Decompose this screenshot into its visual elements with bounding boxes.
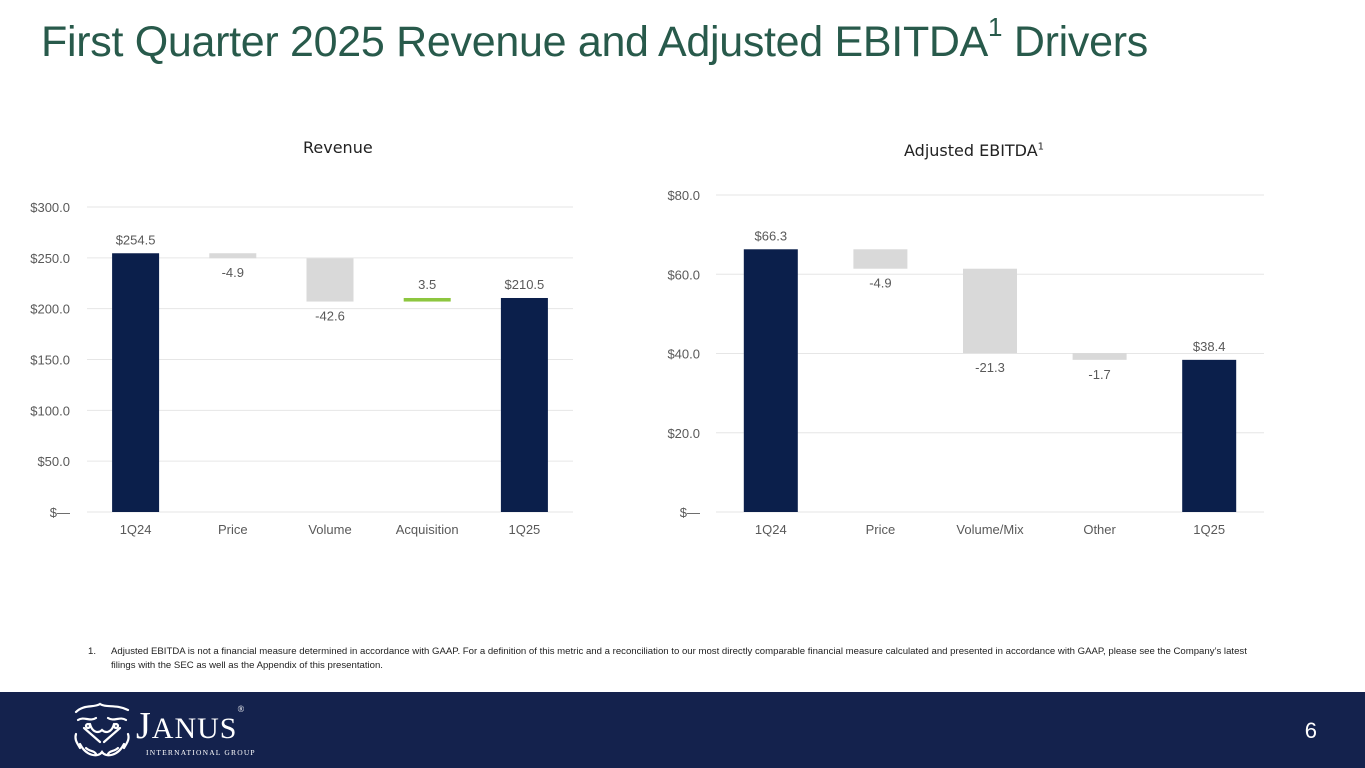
footnote: 1. Adjusted EBITDA is not a financial me…: [88, 645, 1258, 673]
revenue-chart-title-text: Revenue: [303, 138, 373, 157]
y-tick-label: $—: [680, 505, 700, 520]
revenue-waterfall-chart: $— $50.0 $100.0 $150.0 $200.0 $250.0 $300.0 $25…: [30, 200, 573, 537]
ebitda-chart-title-text: Adjusted EBITDA: [904, 141, 1038, 160]
x-category-label: Volume/Mix: [956, 522, 1024, 537]
data-label: $38.4: [1193, 339, 1226, 354]
bar-decrease: [1072, 353, 1127, 360]
ebitda-chart-title-superscript: 1: [1037, 141, 1045, 153]
data-label: $210.5: [505, 277, 545, 292]
bar-total: [112, 253, 160, 512]
data-label: -4.9: [222, 265, 244, 280]
bar-total: [743, 249, 798, 512]
data-label: -1.7: [1088, 367, 1110, 382]
bar-decrease: [853, 249, 908, 269]
x-category-label: 1Q25: [1193, 522, 1225, 537]
y-tick-label: $150.0: [30, 353, 70, 368]
bar-decrease: [963, 268, 1017, 354]
data-label: -4.9: [869, 276, 891, 291]
logo-subtitle: INTERNATIONAL GROUP: [146, 748, 256, 757]
y-tick-label: $50.0: [37, 454, 70, 469]
footer-bar: JANUS® INTERNATIONAL GROUP 6: [0, 692, 1365, 768]
data-label: -21.3: [975, 360, 1005, 375]
logo-wordmark-rest: ANUS: [151, 712, 238, 745]
janus-head-icon: [74, 702, 130, 757]
ebitda-chart-title: Adjusted EBITDA1: [904, 141, 1044, 160]
y-tick-label: $300.0: [30, 200, 70, 215]
data-label: $254.5: [116, 232, 156, 247]
ebitda-waterfall-chart: $— $20.0 $40.0 $60.0 $80.0 $66.3 1Q24 -4.9 Price…: [667, 188, 1264, 537]
logo-wordmark: JANUS®: [136, 704, 245, 748]
x-category-label: Price: [866, 522, 896, 537]
x-category-label: Acquisition: [396, 522, 459, 537]
x-category-label: 1Q24: [120, 522, 152, 537]
data-label: 3.5: [418, 277, 436, 292]
slide-title-superscript: 1: [988, 12, 1003, 42]
y-tick-label: $20.0: [667, 426, 700, 441]
data-label: $66.3: [755, 228, 788, 243]
x-category-label: 1Q24: [755, 522, 787, 537]
slide-title: First Quarter 2025 Revenue and Adjusted …: [41, 14, 1148, 67]
x-category-label: Volume: [308, 522, 351, 537]
logo-wordmark-initial: J: [136, 705, 152, 747]
slide-title-text: First Quarter 2025 Revenue and Adjusted …: [41, 18, 989, 66]
revenue-chart-title: Revenue: [303, 138, 373, 157]
logo-trademark: ®: [237, 704, 246, 714]
y-tick-label: $60.0: [667, 267, 700, 282]
x-category-label: 1Q25: [508, 522, 540, 537]
x-category-label: Price: [218, 522, 248, 537]
y-tick-label: $100.0: [30, 403, 70, 418]
y-tick-label: $—: [50, 505, 70, 520]
company-logo: JANUS® INTERNATIONAL GROUP: [70, 698, 280, 762]
y-tick-label: $200.0: [30, 302, 70, 317]
bar-decrease: [306, 258, 354, 302]
bar-decrease: [209, 253, 257, 259]
bar-total: [500, 297, 548, 512]
slide-title-suffix: Drivers: [1002, 18, 1148, 66]
bar-increase: [403, 297, 451, 302]
x-category-label: Other: [1083, 522, 1116, 537]
page-number: 6: [1304, 718, 1317, 743]
y-tick-label: $40.0: [667, 347, 700, 362]
data-label: -42.6: [315, 309, 345, 324]
bar-total: [1182, 359, 1237, 512]
footnote-number: 1.: [88, 646, 97, 657]
footnote-text: Adjusted EBITDA is not a financial measu…: [111, 646, 1247, 671]
y-tick-label: $80.0: [667, 188, 700, 203]
y-tick-label: $250.0: [30, 251, 70, 266]
